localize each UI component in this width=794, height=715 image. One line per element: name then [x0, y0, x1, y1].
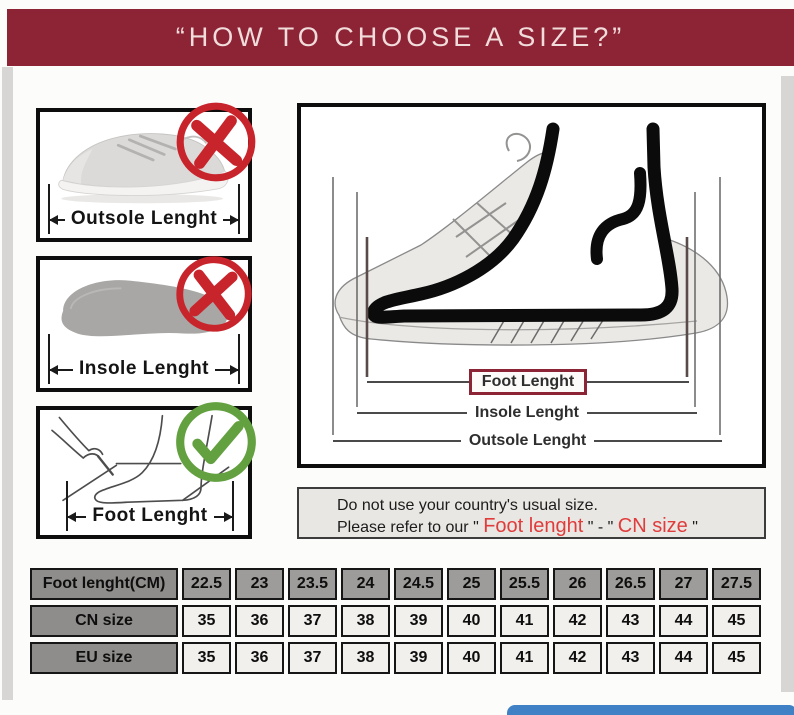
size-table-cell: 42	[553, 642, 602, 674]
outsole-length-measure: Outsole Lenght	[48, 184, 241, 234]
size-table-cell: 43	[606, 605, 655, 637]
check-mark-icon	[176, 402, 256, 482]
note-foot-length: Foot lenght	[483, 515, 584, 537]
foot-length-dimension: Foot Lenght	[367, 369, 689, 395]
size-table-cell: 25.5	[500, 568, 549, 600]
arrow-right-icon	[215, 364, 239, 375]
size-table-cell: 26.5	[606, 568, 655, 600]
measure-tick	[48, 334, 50, 384]
note-box: Do not use your country's usual size. Pl…	[297, 487, 766, 539]
size-table-cell: 24.5	[394, 568, 443, 600]
measure-tick	[232, 481, 234, 531]
foot-measuring-illustration	[51, 414, 230, 504]
panel-foot-length: Foot Lenght	[36, 402, 256, 539]
size-table-cell: 42	[553, 605, 602, 637]
size-table-cell: 39	[394, 642, 443, 674]
size-table-cell: 41	[500, 642, 549, 674]
panel-insole-length: Insole Lenght	[36, 256, 252, 392]
size-table-cell: 35	[182, 605, 231, 637]
panel-outsole-length: Outsole Lenght	[36, 102, 256, 242]
foot-length-measure: Foot Lenght	[66, 481, 234, 531]
size-table-row-header: Foot lenght(CM)	[30, 568, 178, 600]
arrow-left-icon	[49, 364, 73, 375]
size-table-cell: 38	[341, 605, 390, 637]
arrow-right-icon	[213, 511, 234, 522]
outsole-length-label: Outsole Lenght	[70, 208, 218, 230]
size-table-cell: 44	[659, 605, 708, 637]
size-table-cell: 39	[394, 605, 443, 637]
note-line-1: Do not use your country's usual size.	[337, 497, 598, 514]
size-table-cell: 38	[341, 642, 390, 674]
size-table-cell: 22.5	[182, 568, 231, 600]
size-table-cell: 23	[235, 568, 284, 600]
size-table-cell: 25	[447, 568, 496, 600]
size-table-cell: 36	[235, 605, 284, 637]
foot-in-shoe-diagram: Foot Lenght Insole Lenght Outsole Lenght	[297, 103, 766, 468]
page-title: “HOW TO CHOOSE A SIZE?”	[175, 22, 626, 52]
measure-tick	[48, 184, 50, 234]
title-bar: “HOW TO CHOOSE A SIZE?”	[7, 9, 794, 66]
size-table-cell: 37	[288, 605, 337, 637]
size-table-cell: 36	[235, 642, 284, 674]
size-table-cell: 37	[288, 642, 337, 674]
measure-tick	[238, 184, 241, 234]
size-table-cell: 40	[447, 605, 496, 637]
cross-mark-icon	[176, 102, 256, 182]
page-edge-right	[781, 76, 794, 692]
scrollbar-thumb[interactable]	[507, 705, 794, 715]
insole-illustration	[61, 280, 228, 337]
size-table-cell: 27	[659, 568, 708, 600]
insole-length-dimension: Insole Lenght	[357, 400, 697, 426]
size-table-cell: 23.5	[288, 568, 337, 600]
size-table-row-header: CN size	[30, 605, 178, 637]
size-table-cell: 45	[712, 642, 761, 674]
arrow-left-icon	[66, 511, 87, 522]
insole-length-measure: Insole Lenght	[48, 334, 240, 384]
size-table-cell: 44	[659, 642, 708, 674]
size-table-cell: 40	[447, 642, 496, 674]
size-table-cell: 43	[606, 642, 655, 674]
measure-tick	[66, 481, 68, 531]
sneaker-illustration	[58, 133, 229, 204]
size-table-cell: 27.5	[712, 568, 761, 600]
size-table-cell: 35	[182, 642, 231, 674]
outsole-length-dimension: Outsole Lenght	[333, 428, 722, 454]
size-table: Foot lenght(CM) 22.5 23 23.5 24 24.5 25 25.5 26 2…	[30, 568, 761, 674]
size-table-cell: 24	[341, 568, 390, 600]
measure-tick	[238, 334, 240, 384]
page-edge-left	[2, 67, 13, 700]
cross-mark-icon	[176, 256, 252, 332]
size-table-cell: 41	[500, 605, 549, 637]
foot-in-shoe-illustration	[332, 107, 729, 435]
note-line-2: Please refer to our " Foot lenght " - " …	[337, 515, 698, 537]
arrow-left-icon	[49, 214, 65, 225]
foot-length-label: Foot Lenght	[92, 505, 208, 527]
size-table-row-header: EU size	[30, 642, 178, 674]
foot-length-tag: Foot Lenght	[468, 369, 588, 395]
size-table-cell: 26	[553, 568, 602, 600]
size-table-cell: 45	[712, 605, 761, 637]
arrow-right-icon	[223, 214, 239, 225]
insole-length-label: Insole Lenght	[79, 358, 209, 380]
note-cn-size: CN size	[617, 515, 688, 537]
